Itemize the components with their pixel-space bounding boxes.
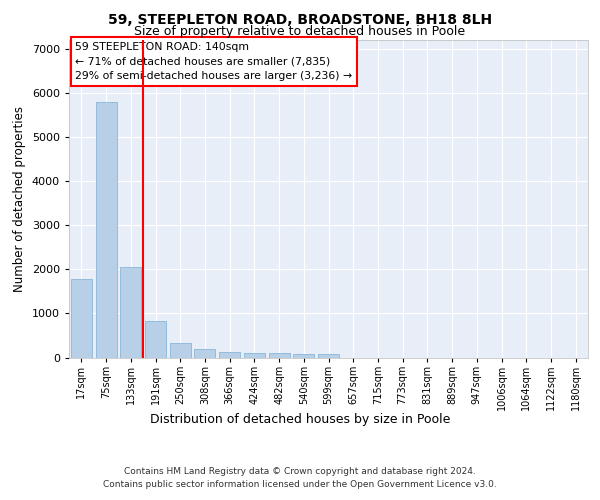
Y-axis label: Number of detached properties: Number of detached properties xyxy=(13,106,26,292)
Text: Size of property relative to detached houses in Poole: Size of property relative to detached ho… xyxy=(134,25,466,38)
Bar xyxy=(95,102,116,358)
Bar xyxy=(293,354,314,358)
Bar xyxy=(244,352,265,358)
Text: Distribution of detached houses by size in Poole: Distribution of detached houses by size … xyxy=(150,412,450,426)
Bar xyxy=(145,321,166,358)
Bar xyxy=(194,348,215,358)
Bar xyxy=(219,352,240,358)
Text: 59, STEEPLETON ROAD, BROADSTONE, BH18 8LH: 59, STEEPLETON ROAD, BROADSTONE, BH18 8L… xyxy=(108,12,492,26)
Text: Contains public sector information licensed under the Open Government Licence v3: Contains public sector information licen… xyxy=(103,480,497,489)
Bar xyxy=(170,342,191,357)
Bar xyxy=(71,279,92,357)
Text: Contains HM Land Registry data © Crown copyright and database right 2024.: Contains HM Land Registry data © Crown c… xyxy=(124,468,476,476)
Bar xyxy=(269,354,290,358)
Text: 59 STEEPLETON ROAD: 140sqm
← 71% of detached houses are smaller (7,835)
29% of s: 59 STEEPLETON ROAD: 140sqm ← 71% of deta… xyxy=(75,42,352,81)
Bar xyxy=(120,266,141,358)
Bar xyxy=(318,354,339,358)
